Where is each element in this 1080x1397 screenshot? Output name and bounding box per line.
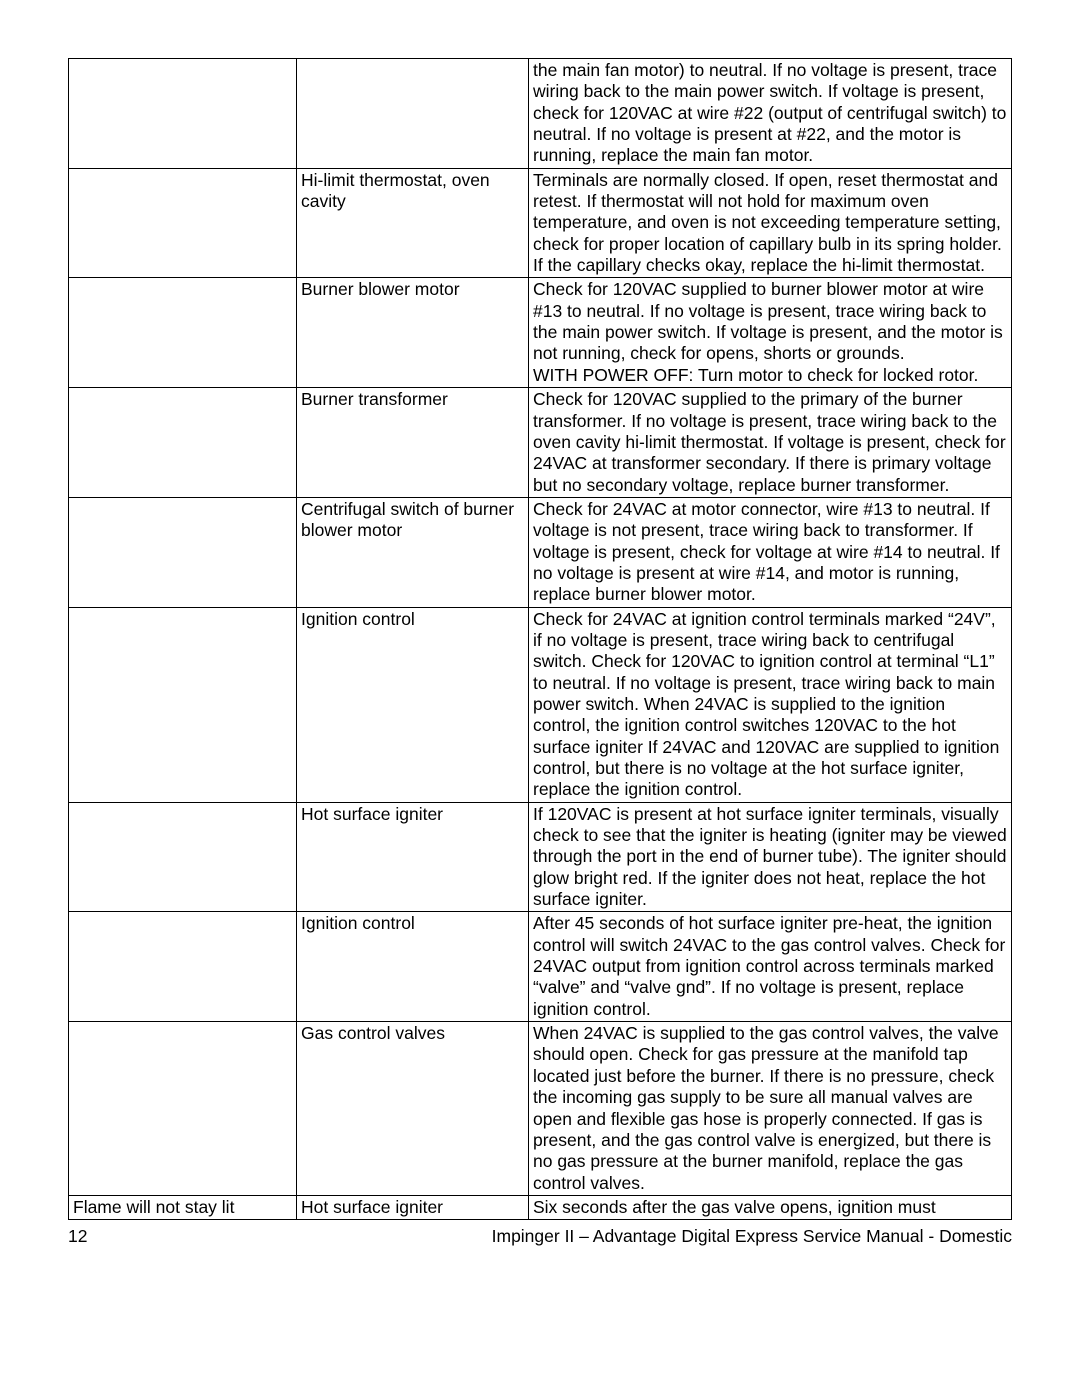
cause-cell: Hi-limit thermostat, oven cavity <box>297 168 529 278</box>
table-row: Ignition controlAfter 45 seconds of hot … <box>69 912 1012 1022</box>
table-row: Ignition controlCheck for 24VAC at ignit… <box>69 607 1012 802</box>
table-row: Burner blower motorCheck for 120VAC supp… <box>69 278 1012 388</box>
symptom-cell <box>69 802 297 912</box>
remedy-cell: Check for 24VAC at motor connector, wire… <box>529 497 1012 607</box>
symptom-cell <box>69 278 297 388</box>
page: the main fan motor) to neutral. If no vo… <box>0 0 1080 1397</box>
cause-cell: Gas control valves <box>297 1022 529 1196</box>
table-row: Burner transformerCheck for 120VAC suppl… <box>69 388 1012 498</box>
remedy-cell: Six seconds after the gas valve opens, i… <box>529 1195 1012 1219</box>
remedy-cell: Check for 120VAC supplied to burner blow… <box>529 278 1012 388</box>
table-body: the main fan motor) to neutral. If no vo… <box>69 59 1012 1220</box>
remedy-cell: After 45 seconds of hot surface igniter … <box>529 912 1012 1022</box>
remedy-cell: Terminals are normally closed. If open, … <box>529 168 1012 278</box>
symptom-cell <box>69 59 297 169</box>
remedy-cell: Check for 24VAC at ignition control term… <box>529 607 1012 802</box>
table-row: Flame will not stay litHot surface ignit… <box>69 1195 1012 1219</box>
table-row: Hot surface igniterIf 120VAC is present … <box>69 802 1012 912</box>
symptom-cell <box>69 607 297 802</box>
cause-cell: Ignition control <box>297 607 529 802</box>
table-row: Centrifugal switch of burner blower moto… <box>69 497 1012 607</box>
symptom-cell <box>69 1022 297 1196</box>
cause-cell <box>297 59 529 169</box>
cause-cell: Hot surface igniter <box>297 1195 529 1219</box>
table-row: Hi-limit thermostat, oven cavityTerminal… <box>69 168 1012 278</box>
table-row: Gas control valvesWhen 24VAC is supplied… <box>69 1022 1012 1196</box>
table-row: the main fan motor) to neutral. If no vo… <box>69 59 1012 169</box>
remedy-cell: the main fan motor) to neutral. If no vo… <box>529 59 1012 169</box>
remedy-cell: When 24VAC is supplied to the gas contro… <box>529 1022 1012 1196</box>
cause-cell: Centrifugal switch of burner blower moto… <box>297 497 529 607</box>
cause-cell: Burner transformer <box>297 388 529 498</box>
manual-title: Impinger II – Advantage Digital Express … <box>492 1226 1012 1247</box>
symptom-cell <box>69 388 297 498</box>
symptom-cell <box>69 912 297 1022</box>
symptom-cell: Flame will not stay lit <box>69 1195 297 1219</box>
cause-cell: Ignition control <box>297 912 529 1022</box>
remedy-cell: If 120VAC is present at hot surface igni… <box>529 802 1012 912</box>
remedy-cell: Check for 120VAC supplied to the primary… <box>529 388 1012 498</box>
symptom-cell <box>69 497 297 607</box>
troubleshooting-table: the main fan motor) to neutral. If no vo… <box>68 58 1012 1220</box>
cause-cell: Burner blower motor <box>297 278 529 388</box>
symptom-cell <box>69 168 297 278</box>
cause-cell: Hot surface igniter <box>297 802 529 912</box>
page-footer: 12 Impinger II – Advantage Digital Expre… <box>68 1226 1012 1247</box>
page-number: 12 <box>68 1226 87 1247</box>
